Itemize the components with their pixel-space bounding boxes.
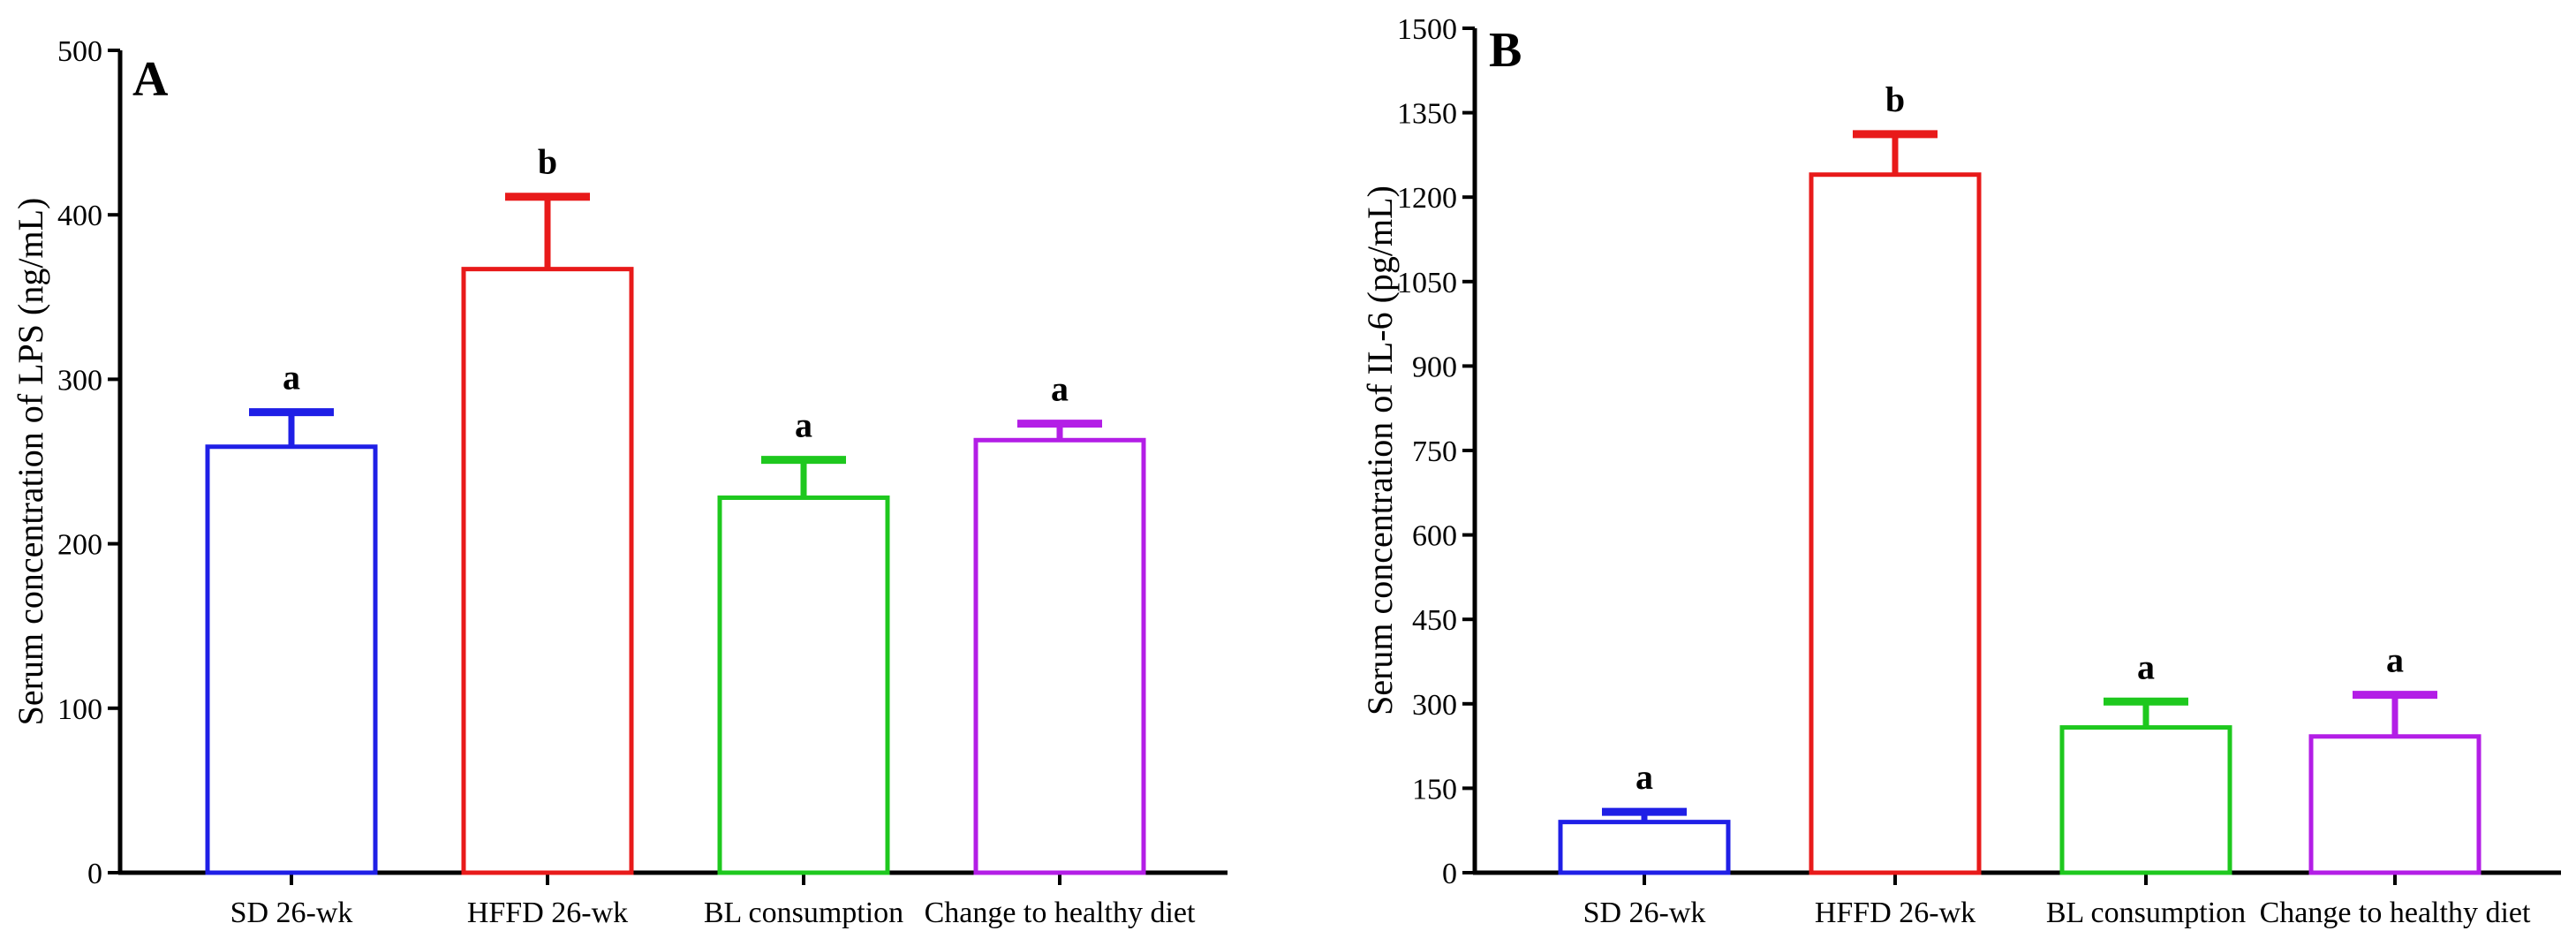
y-tick-label: 1350	[1397, 98, 1457, 131]
bar	[1809, 172, 1982, 875]
y-tick-label: 300	[1412, 689, 1457, 722]
y-tick-label: 200	[57, 529, 102, 562]
x-category-label: HFFD 26-wk	[467, 897, 628, 929]
y-tick-label: 750	[1412, 435, 1457, 468]
y-tick-label: 0	[1442, 858, 1457, 890]
panel-label: A	[132, 52, 169, 107]
y-tick-label: 1050	[1397, 267, 1457, 299]
bar	[461, 267, 634, 875]
y-tick-label: 600	[1412, 520, 1457, 553]
y-tick-label: 1200	[1397, 182, 1457, 215]
significance-letter: a	[1635, 757, 1653, 797]
significance-letter: a	[283, 358, 300, 397]
y-tick-label: 150	[1412, 773, 1457, 806]
bar	[973, 437, 1146, 875]
y-tick-label: 450	[1412, 604, 1457, 637]
y-axis-title: Serum concentration of IL-6 (pg/mL)	[1360, 185, 1400, 715]
chart-panel-a: 0 100 200 300 400 500 a SD 26-wk b HFFD 26-wk a BL …	[11, 35, 1228, 929]
significance-letter: a	[2137, 647, 2155, 686]
bar	[1558, 820, 1731, 875]
y-tick-label: 1500	[1397, 13, 1457, 46]
significance-letter: a	[795, 405, 812, 445]
significance-letter: b	[538, 142, 557, 182]
bar	[2059, 725, 2232, 875]
x-category-label: BL consumption	[2046, 897, 2246, 929]
panel-label: B	[1489, 23, 1522, 78]
chart-panel-b: 0 150 300 450 600 750 900 1050 1200 1350 1500 a SD 2…	[1360, 13, 2561, 929]
y-tick-label: 900	[1412, 351, 1457, 383]
significance-letter: a	[1051, 369, 1069, 409]
y-tick-label: 500	[57, 35, 102, 68]
x-category-label: SD 26-wk	[1583, 897, 1706, 929]
x-category-label: SD 26-wk	[230, 897, 353, 929]
bar	[205, 444, 378, 875]
significance-letter: b	[1885, 79, 1905, 119]
y-tick-label: 100	[57, 693, 102, 726]
bar	[717, 495, 890, 875]
x-category-label: Change to healthy diet	[2260, 897, 2531, 929]
y-tick-label: 400	[57, 200, 102, 232]
x-category-label: Change to healthy diet	[925, 897, 1196, 929]
significance-letter: a	[2386, 640, 2404, 680]
x-category-label: HFFD 26-wk	[1815, 897, 1975, 929]
y-axis-title: Serum concentration of LPS (ng/mL)	[11, 198, 50, 726]
bar	[2308, 734, 2482, 875]
y-tick-label: 0	[87, 858, 102, 890]
x-category-label: BL consumption	[704, 897, 903, 929]
y-tick-label: 300	[57, 364, 102, 397]
